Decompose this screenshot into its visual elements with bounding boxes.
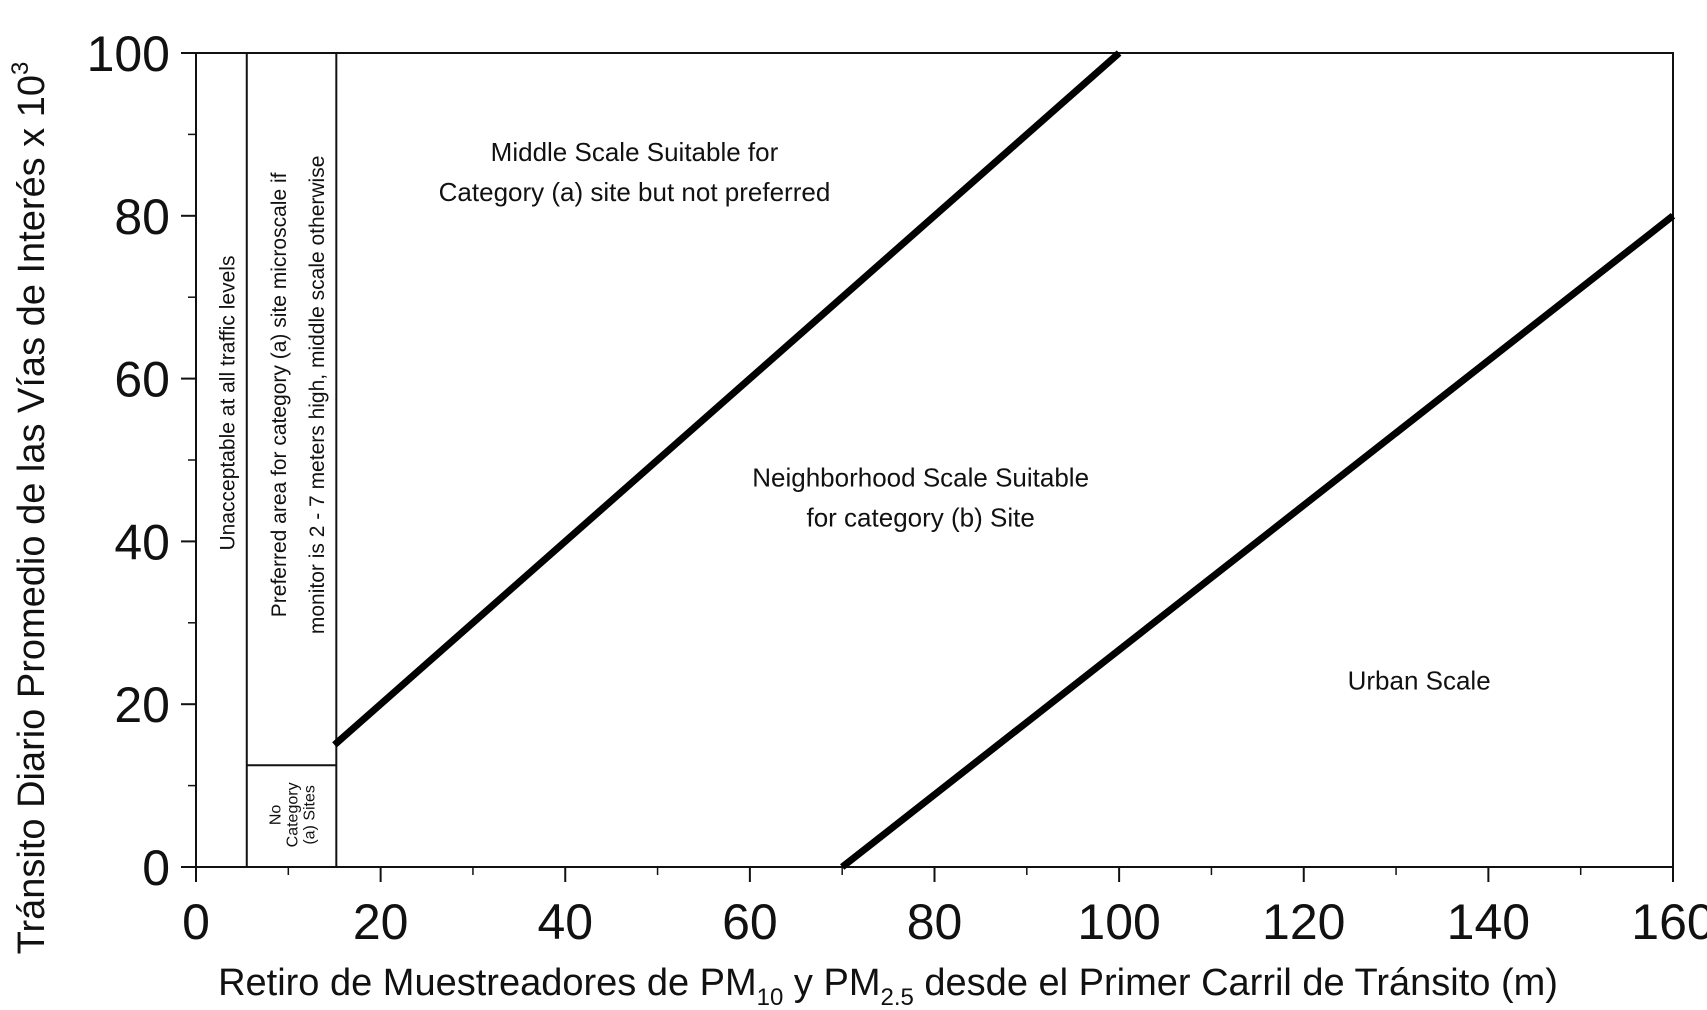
x-tick-label: 60 [722, 894, 778, 950]
annotation-urban-scale: Urban Scale [1348, 666, 1491, 696]
x-axis-ticks: 0 20 40 60 80 100 120 140 160 [182, 867, 1707, 950]
x-tick-label: 160 [1631, 894, 1707, 950]
x-tick-label: 80 [907, 894, 963, 950]
region-annotations: Middle Scale Suitable for Category (a) si… [217, 137, 1491, 847]
y-tick-label: 40 [114, 514, 170, 570]
y-tick-label: 100 [87, 26, 170, 82]
x-tick-label: 40 [537, 894, 593, 950]
boundary-line-1 [332, 50, 1122, 748]
x-tick-label: 20 [353, 894, 409, 950]
plot-frame [195, 52, 1674, 868]
annotation-unacceptable: Unacceptable at all traffic levels [217, 256, 240, 551]
y-axis-title: Tránsito Diario Promedio de las Vías de … [7, 62, 53, 955]
annotation-middle-scale: Middle Scale Suitable for Category (a) si… [439, 137, 831, 207]
y-tick-label: 80 [114, 189, 170, 245]
annotation-neighborhood-scale: Neighborhood Scale Suitable for category … [752, 463, 1089, 533]
y-axis-title-superscript: 3 [7, 62, 34, 75]
x-tick-label: 100 [1077, 894, 1160, 950]
x-tick-label: 0 [182, 894, 210, 950]
boundary-line-2 [840, 213, 1676, 870]
x-tick-label: 140 [1447, 894, 1530, 950]
y-tick-label: 0 [142, 840, 170, 896]
x-tick-label: 120 [1262, 894, 1345, 950]
x-axis-title-subscript-1: 10 [757, 984, 784, 1010]
plot-area [195, 50, 1676, 870]
x-axis-title-subscript-2: 2.5 [880, 984, 913, 1010]
annotation-preferred-area: Preferred area for category (a) site mic… [268, 156, 329, 635]
y-axis-ticks: 0 20 40 60 80 100 [87, 26, 196, 896]
annotation-no-category: NoCategory(a) Sites [267, 782, 318, 847]
x-axis-title: Retiro de Muestreadores de PM10 y PM2.5 … [218, 962, 1558, 1010]
y-tick-label: 20 [114, 677, 170, 733]
y-tick-label: 60 [114, 352, 170, 408]
